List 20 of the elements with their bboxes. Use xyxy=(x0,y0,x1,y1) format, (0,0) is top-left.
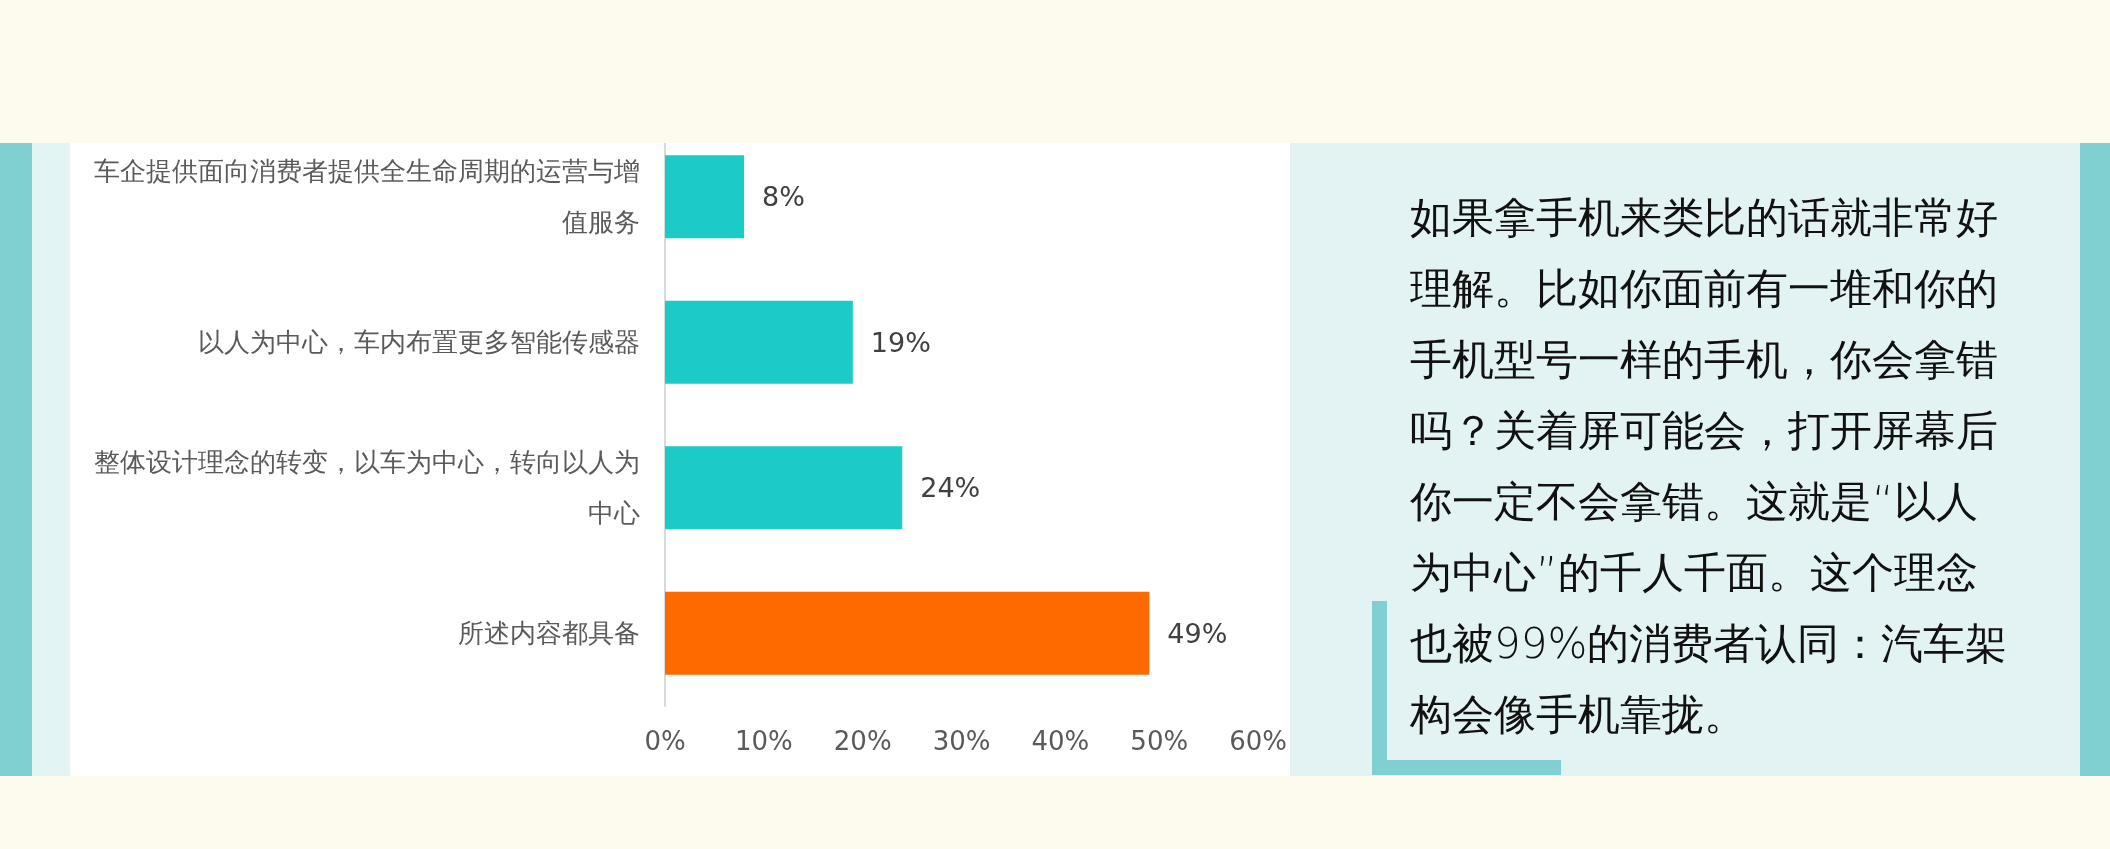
x-tick-label: 50% xyxy=(1130,726,1189,756)
bar xyxy=(665,591,1150,675)
data-label: 24% xyxy=(920,472,981,504)
bar xyxy=(665,155,745,239)
data-label: 8% xyxy=(762,181,805,213)
x-tick-label: 20% xyxy=(833,726,892,756)
bar xyxy=(665,300,853,384)
text: 如果拿手机来类比的话就非常好理解。比如你面前有一堆和你的手机型号一样的手机，你会拿错吗？关着屏可能会，打开屏幕后你一定不会拿错。这就是“以人为中心”的千人千面。这个理念也被99%的消费者认同：汽车架构会像手机靠拢。 xyxy=(1410,192,2009,741)
x-tick-label: 30% xyxy=(932,726,991,756)
x-tick-label: 0% xyxy=(644,726,686,756)
data-label: 19% xyxy=(870,326,931,358)
x-tick-label: 40% xyxy=(1031,726,1090,756)
y-tick-label: 车企提供面向消费者提供全生命周期的运营与增值服务 xyxy=(94,156,640,238)
y-tick-label: 整体设计理念的转变，以车为中心，转向以人为中心 xyxy=(94,447,640,529)
x-tick-label: 10% xyxy=(734,726,793,756)
data-label: 49% xyxy=(1167,617,1228,649)
x-tick-label: 60% xyxy=(1229,726,1287,756)
y-tick-label: 以人为中心，车内布置更多智能传感器 xyxy=(198,327,640,358)
bar xyxy=(665,446,903,530)
y-tick-label: 所述内容都具备 xyxy=(458,618,640,649)
